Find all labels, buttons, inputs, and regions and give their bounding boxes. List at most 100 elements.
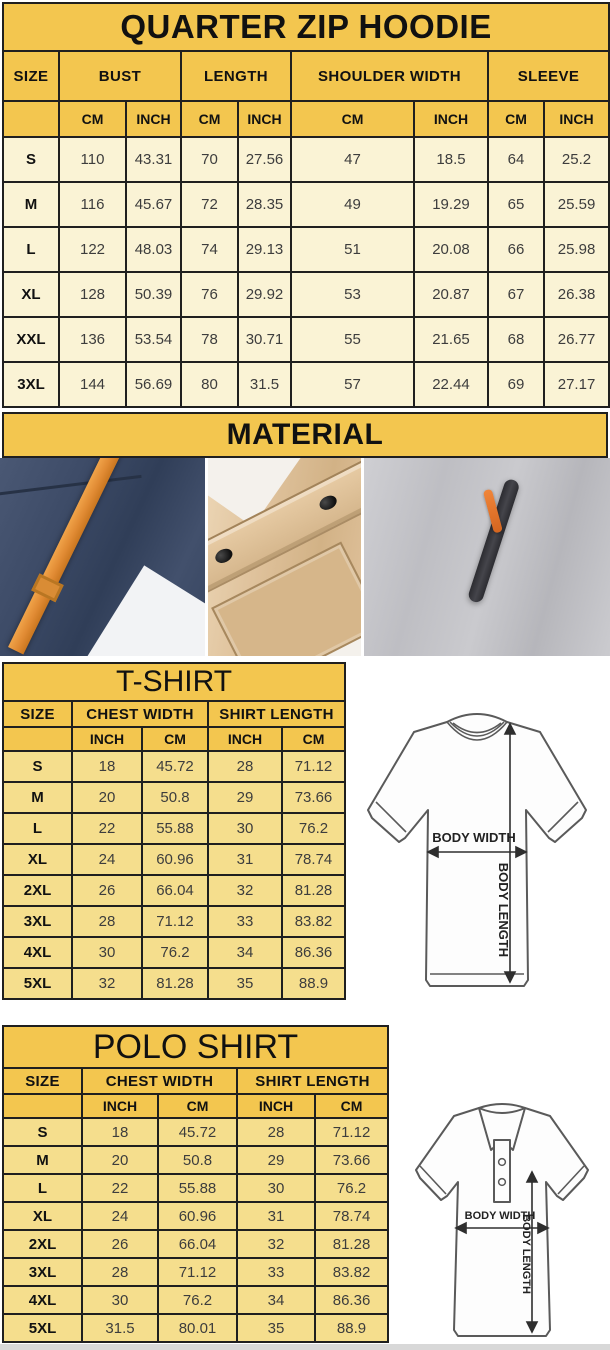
size-label: XL [2,843,73,876]
value-cell: 76.2 [141,936,209,969]
value-cell: 35 [207,967,283,1000]
value-cell: 71.12 [281,750,346,783]
body-width-label: BODY WIDTH [432,830,516,845]
table-row: 4XL 30 76.2 34 86.36 [2,1285,390,1315]
table-row: L 22 55.88 30 76.2 [2,812,346,845]
value-cell: 73.66 [281,781,346,814]
value-cell: 25.98 [542,226,610,273]
body-length-label: BODY LENGTH [520,1214,532,1294]
value-cell: 31.5 [81,1313,159,1343]
value-cell: 32 [71,967,143,1000]
col-header-size: SIZE [2,700,73,728]
value-cell: 68 [487,316,545,363]
value-cell: 45.72 [157,1117,238,1147]
value-cell: 60.96 [157,1201,238,1231]
value-cell: 25.2 [542,136,610,183]
value-cell: 83.82 [281,905,346,938]
unit-corner-cell [2,1093,83,1119]
table-row: 2XL 26 66.04 32 81.28 [2,874,346,907]
value-cell: 73.66 [313,1145,390,1175]
material-photo-gray-fleece [364,458,610,656]
table-row: S 110 43.31 70 27.56 47 18.5 64 25.2 [2,136,610,183]
size-label: M [2,1145,83,1175]
size-label: M [2,781,73,814]
table-row: L 122 48.03 74 29.13 51 20.08 66 25.98 [2,226,610,273]
col-header-chest-width: CHEST WIDTH [71,700,209,728]
table-row: 3XL 28 71.12 33 83.82 [2,905,346,938]
table-row: 2XL 26 66.04 32 81.28 [2,1229,390,1259]
value-cell: 53.54 [125,316,182,363]
unit-cm: CM [290,100,415,138]
value-cell: 33 [236,1257,316,1287]
tshirt-unit-row: INCH CM INCH CM [2,726,346,752]
size-label: M [2,181,60,228]
value-cell: 66.04 [141,874,209,907]
table-row: 3XL 28 71.12 33 83.82 [2,1257,390,1287]
material-section-title: MATERIAL [2,412,608,458]
table-row: M 116 45.67 72 28.35 49 19.29 65 25.59 [2,181,610,228]
unit-cm: CM [487,100,545,138]
table-row: XL 24 60.96 31 78.74 [2,843,346,876]
hoodie-table-title: QUARTER ZIP HOODIE [1,2,610,52]
material-photo-khaki-pocket [208,458,361,656]
value-cell: 24 [71,843,143,876]
value-cell: 69 [487,361,545,408]
body-width-label: BODY WIDTH [465,1210,536,1222]
value-cell: 27.56 [237,136,292,183]
value-cell: 26.38 [542,271,610,318]
value-cell: 78.74 [281,843,346,876]
size-label: 4XL [2,936,73,969]
hoodie-title-row: QUARTER ZIP HOODIE [1,2,610,52]
value-cell: 116 [58,181,127,228]
tshirt-title-row: T-SHIRT [2,662,346,702]
size-label: 3XL [2,1257,83,1287]
value-cell: 49 [290,181,415,228]
value-cell: 20.87 [413,271,489,318]
hoodie-header-row: SIZE BUST LENGTH SHOULDER WIDTH SLEEVE [2,50,610,102]
photo-edge-strip [0,1344,610,1350]
size-label: S [2,1117,83,1147]
value-cell: 88.9 [313,1313,390,1343]
unit-corner-cell [2,100,60,138]
value-cell: 28 [81,1257,159,1287]
value-cell: 57 [290,361,415,408]
polo-size-table: POLO SHIRT SIZE CHEST WIDTH SHIRT LENGTH… [1,1025,390,1343]
value-cell: 72 [180,181,239,228]
value-cell: 29.13 [237,226,292,273]
value-cell: 55 [290,316,415,363]
value-cell: 65 [487,181,545,228]
value-cell: 27.17 [542,361,610,408]
value-cell: 22 [81,1173,159,1203]
col-header-size: SIZE [2,1067,83,1095]
value-cell: 110 [58,136,127,183]
value-cell: 53 [290,271,415,318]
size-label: S [2,750,73,783]
value-cell: 86.36 [281,936,346,969]
value-cell: 56.69 [125,361,182,408]
value-cell: 20 [81,1145,159,1175]
polo-header-row: SIZE CHEST WIDTH SHIRT LENGTH [2,1067,390,1095]
tshirt-table-title: T-SHIRT [2,662,346,702]
hoodie-unit-row: CM INCH CM INCH CM INCH CM INCH [2,100,610,138]
unit-inch: INCH [71,726,143,752]
value-cell: 50.8 [157,1145,238,1175]
size-label: 5XL [2,1313,83,1343]
value-cell: 136 [58,316,127,363]
unit-inch: INCH [237,100,292,138]
value-cell: 55.88 [141,812,209,845]
unit-cm: CM [157,1093,238,1119]
value-cell: 81.28 [141,967,209,1000]
unit-inch: INCH [542,100,610,138]
value-cell: 31 [207,843,283,876]
value-cell: 76.2 [281,812,346,845]
value-cell: 48.03 [125,226,182,273]
col-header-shirt-length: SHIRT LENGTH [207,700,346,728]
value-cell: 50.39 [125,271,182,318]
table-row: XL 24 60.96 31 78.74 [2,1201,390,1231]
value-cell: 29 [236,1145,316,1175]
value-cell: 18.5 [413,136,489,183]
polo-measure-diagram: BODY WIDTH BODY LENGTH [415,1103,589,1337]
size-label: 3XL [2,361,60,408]
value-cell: 51 [290,226,415,273]
tshirt-measure-diagram: BODY WIDTH BODY LENGTH [367,713,587,987]
